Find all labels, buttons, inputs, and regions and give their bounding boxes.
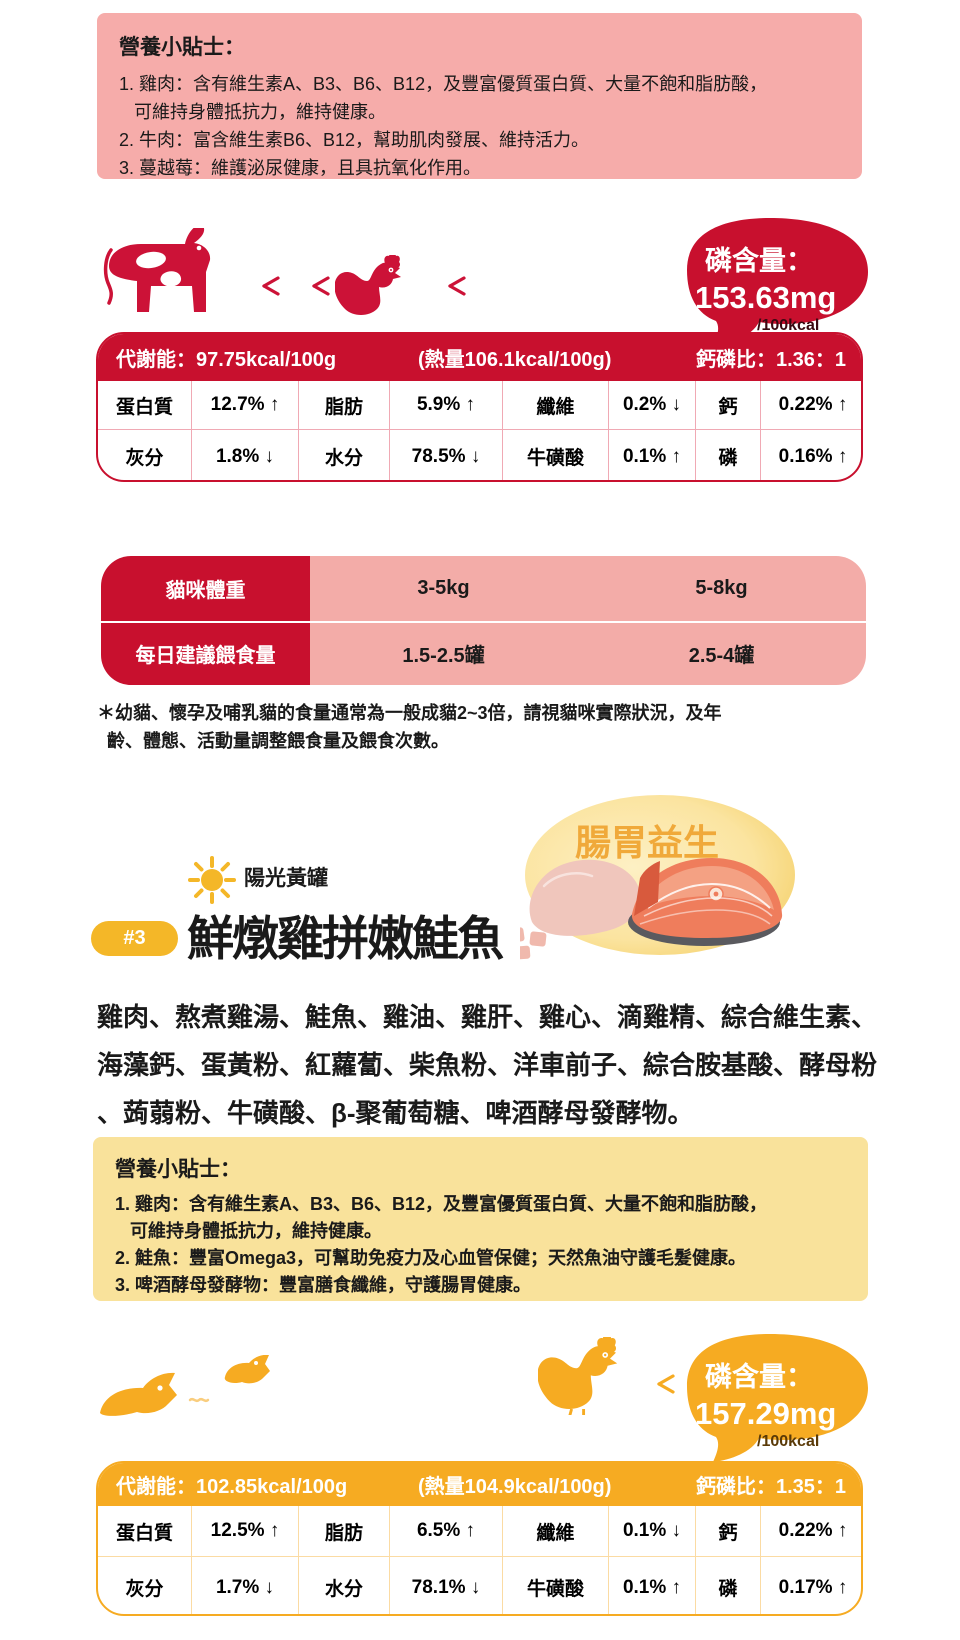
svg-text:157.29mg: 157.29mg	[695, 1396, 836, 1431]
svg-text:153.63mg: 153.63mg	[695, 280, 836, 315]
svg-text:磷含量：: 磷含量：	[705, 245, 813, 276]
svg-text:磷含量：: 磷含量：	[705, 1361, 813, 1392]
svg-text:腸胃益生: 腸胃益生	[575, 822, 719, 863]
svg-text:/100kcal: /100kcal	[757, 1433, 819, 1450]
